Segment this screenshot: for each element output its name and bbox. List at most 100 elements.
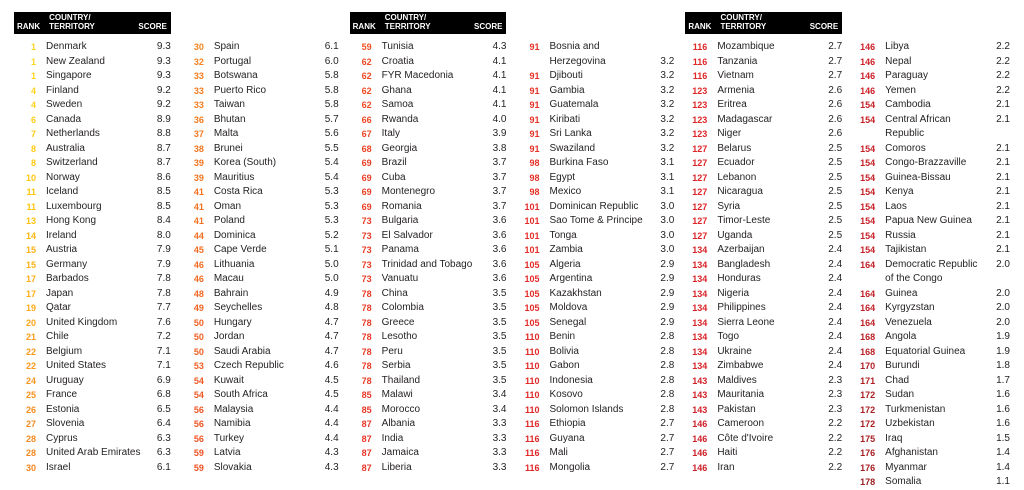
rank-cell: 67 [361,129,372,139]
rank-cell: 46 [193,274,204,284]
rank-cell: 28 [25,433,36,444]
score-cell: 5.4 [324,171,339,183]
country-cell: Botswana [213,70,258,81]
table-row: 143 Maldives 2.3 [685,374,842,389]
rank-header-label: RANK [17,21,41,31]
table-row: 26 Estonia 6.5 [14,403,171,418]
country-cell: Zambia [549,244,583,255]
rank-cell: 116 [692,56,708,67]
rank-cell: 134 [692,259,708,270]
rank-cell: 146 [860,71,876,81]
table-row: 56 Malaysia 4.4 [182,403,339,418]
country-header-label: COUNTRY/ TERRITORY [384,13,431,31]
rank-cell: 110 [524,404,540,415]
score-cell: 9.2 [156,99,171,110]
score-cell: 8.5 [156,186,171,197]
rank-cell: 59 [193,448,204,458]
rank-cell: 123 [692,85,708,96]
score-cell: 3.5 [492,287,507,299]
score-cell: 5.3 [324,215,339,226]
score-cell: 2.2 [996,84,1010,96]
score-cell: 2.1 [996,186,1010,197]
country-cell: Laos [885,200,907,212]
country-cell: Barbados [46,273,89,284]
country-cell: Sao Tome & Principe [549,215,643,226]
table-row: 59 Slovakia 4.3 [182,461,339,476]
rank-cell: 164 [860,288,876,299]
table-row: 28 Cyprus 6.3 [14,432,171,447]
score-cell: 7.1 [156,345,171,357]
country-cell: Slovenia [46,418,85,429]
rank-cell: 101 [524,201,540,212]
country-cell: Norway [46,171,80,183]
country-cell: Paraguay [885,70,928,81]
table-row: 105 Moldova 2.9 [517,301,674,316]
rank-cell: 143 [692,390,708,400]
rank-cell: 154 [860,230,876,241]
country-cell: Turkey [213,432,245,444]
score-cell: 2.9 [660,316,675,328]
score-cell: 2.1 [996,99,1010,110]
score-cell: 5.3 [324,200,339,212]
score-cell: 2.9 [660,287,675,299]
score-cell: 2.5 [828,200,843,212]
table-row: 171 Chad 1.7 [853,374,1010,389]
rank-cell: 78 [361,332,372,342]
rank-cell: 98 [529,172,540,183]
rank-cell: 146 [860,56,876,67]
country-cell: Finland [46,84,79,96]
rank-cell: 39 [193,172,204,183]
score-cell: 4.1 [492,70,507,81]
country-cell: Kiribati [549,113,581,125]
table-row: 73 Panama 3.6 [350,243,507,258]
table-row: 127 Syria 2.5 [685,200,842,215]
rank-cell: 127 [692,187,708,197]
rank-cell: 36 [193,114,204,125]
score-cell: 1.4 [996,447,1010,458]
rank-cell: 78 [361,288,372,299]
country-cell: Armenia [717,84,755,96]
country-cell: Sweden [46,99,83,110]
country-cell: Mexico [549,186,582,197]
table-row: 17 Japan 7.8 [14,287,171,302]
table-row: 110 Kosovo 2.8 [517,388,674,403]
score-cell: 2.1 [996,157,1010,168]
rank-header-label: RANK [688,21,712,31]
rank-cell: 37 [193,129,204,139]
table-row: 8 Australia 8.7 [14,142,171,157]
table-row: 123 Armenia 2.6 [685,84,842,99]
rank-cell: 21 [25,332,36,342]
score-cell: 2.8 [660,345,675,357]
country-cell: Mali [549,447,568,458]
table-row: 32 Portugal 6.0 [182,55,339,70]
country-cell: Democratic Republic of the Congo [885,258,978,285]
rank-cell: 56 [193,404,204,415]
country-cell: Burundi [885,360,920,371]
score-header-label: SCORE [809,21,839,31]
rank-cell: 78 [361,317,372,328]
country-cell: Indonesia [549,374,593,386]
rank-cell: 11 [26,201,36,212]
country-cell: Greece [381,316,415,328]
score-cell: 8.7 [156,157,171,168]
country-cell: Croatia [381,55,414,67]
table-row: 44 Dominica 5.2 [182,229,339,244]
rank-cell: 146 [860,42,876,52]
country-cell: Japan [46,287,74,299]
rank-cell: 127 [692,230,708,241]
rank-cell: 73 [361,274,372,284]
country-cell: Liberia [381,461,412,473]
table-row: 154 Central African Republic 2.1 [853,113,1010,142]
country-cell: Myanmar [885,461,927,473]
country-cell: Mauritius [213,171,255,183]
rank-cell: 87 [361,433,372,444]
score-cell: 2.0 [996,302,1010,313]
table-row: 146 Paraguay 2.2 [853,69,1010,84]
column-header-spacer [517,12,674,34]
table-row: 146 Libya 2.2 [853,40,1010,55]
country-cell: Mozambique [717,41,775,52]
country-cell: Guyana [549,432,585,444]
rank-cell: 105 [524,317,540,328]
rank-cell: 101 [524,230,540,241]
score-cell: 2.4 [828,331,843,342]
